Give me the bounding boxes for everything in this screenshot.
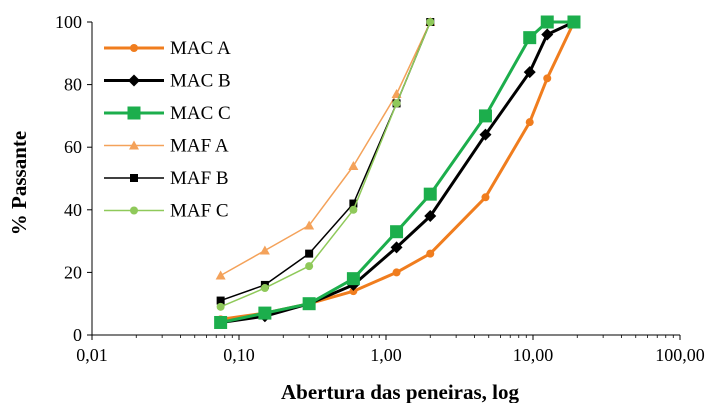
legend-label: MAC B (170, 71, 231, 92)
data-point (426, 18, 435, 26)
x-axis-title: Abertura das peneiras, log (281, 380, 519, 403)
legend-swatch-marker (129, 140, 139, 150)
series-mac-c (214, 15, 581, 329)
data-point (390, 241, 403, 254)
data-point (540, 15, 554, 29)
data-point (304, 220, 315, 230)
legend-label: MAC C (170, 103, 231, 124)
data-point (424, 210, 437, 223)
data-point (392, 268, 401, 277)
series-line (220, 21, 431, 302)
y-tick-label: 80 (64, 75, 82, 95)
data-point (426, 249, 435, 258)
legend-item: MAF A (104, 136, 229, 157)
legend-item: MAC C (104, 103, 231, 124)
legend: MAC A MAC B MAC C MAF A MAF B MAF C (104, 38, 231, 222)
series-line (220, 20, 575, 324)
legend-item: MAF B (104, 168, 229, 189)
data-point (567, 15, 581, 29)
legend-swatch-marker (130, 44, 138, 52)
x-tick-label: 0,01 (76, 345, 108, 365)
series-maf-a (215, 17, 436, 280)
data-point (216, 296, 225, 305)
x-tick-label: 100,00 (655, 345, 705, 365)
data-point (346, 272, 360, 286)
data-point (259, 245, 270, 255)
data-point (523, 66, 536, 79)
data-point (349, 205, 358, 214)
data-point (543, 74, 552, 83)
data-point (305, 249, 314, 258)
data-point (481, 193, 490, 202)
series-line (220, 20, 574, 324)
data-point (214, 315, 228, 329)
y-tick-label: 20 (64, 262, 82, 282)
data-point (523, 31, 537, 45)
legend-label: MAC A (170, 38, 231, 59)
data-point (349, 287, 358, 296)
legend-swatch-marker (128, 74, 140, 87)
y-tick-label: 40 (64, 200, 82, 220)
y-axis-title: % Passante (7, 131, 31, 235)
x-tick-label: 1,00 (370, 345, 402, 365)
legend-swatch-marker (130, 174, 138, 182)
legend-item: MAF C (104, 201, 229, 222)
legend-item: MAC B (104, 71, 231, 92)
data-point (478, 109, 492, 123)
y-tick-label: 0 (73, 325, 82, 345)
x-tick-label: 0,10 (223, 345, 255, 365)
data-point (392, 99, 401, 108)
data-point (390, 225, 404, 239)
data-point (349, 199, 358, 208)
series-line (220, 21, 431, 308)
x-tick-label: 10,00 (513, 345, 554, 365)
y-tick-label: 60 (64, 137, 82, 157)
series-maf-b (216, 18, 435, 305)
legend-label: MAF A (170, 136, 229, 157)
data-point (479, 128, 492, 141)
axes: 0,01 0,10 1,00 10,00 100,00 0 20 40 60 80 100 (55, 12, 705, 365)
series-mac-a (216, 18, 578, 324)
data-point (216, 302, 225, 311)
data-point (305, 262, 314, 271)
legend-swatch-marker (127, 106, 141, 120)
series-layer (214, 15, 581, 329)
data-point (525, 118, 534, 127)
y-tick-label: 100 (55, 12, 82, 32)
data-point (260, 284, 269, 293)
series-maf-c (216, 18, 435, 311)
legend-label: MAF B (170, 168, 229, 189)
data-point (215, 270, 226, 280)
data-point (348, 160, 359, 170)
series-line (220, 21, 431, 277)
data-point (258, 306, 272, 320)
data-point (302, 297, 316, 311)
legend-label: MAF C (170, 201, 229, 222)
data-point (423, 187, 437, 201)
data-point (541, 28, 554, 41)
legend-item: MAC A (104, 38, 231, 59)
legend-swatch-marker (130, 206, 138, 215)
